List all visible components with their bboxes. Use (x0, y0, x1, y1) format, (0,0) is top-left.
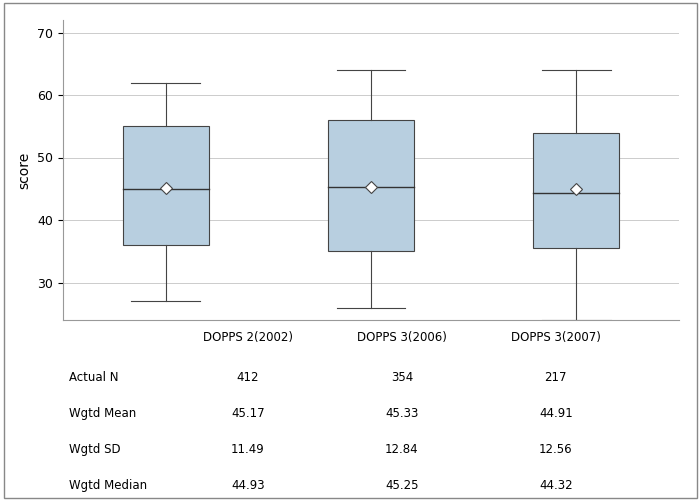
Text: DOPPS 2(2002): DOPPS 2(2002) (203, 332, 293, 344)
Text: Wgtd SD: Wgtd SD (69, 443, 121, 456)
Text: 217: 217 (545, 371, 567, 384)
Text: 45.17: 45.17 (231, 407, 265, 420)
Text: 412: 412 (237, 371, 259, 384)
Bar (122, 126, 209, 245)
Text: 12.84: 12.84 (385, 443, 419, 456)
Text: 11.49: 11.49 (231, 443, 265, 456)
Text: 44.93: 44.93 (231, 479, 265, 492)
Text: Wgtd Mean: Wgtd Mean (69, 407, 136, 420)
Text: 44.91: 44.91 (539, 407, 573, 420)
Text: Actual N: Actual N (69, 371, 119, 384)
Text: 45.25: 45.25 (385, 479, 419, 492)
Text: DOPPS 3(2007): DOPPS 3(2007) (511, 332, 601, 344)
Text: 45.33: 45.33 (385, 407, 419, 420)
Text: DOPPS 3(2006): DOPPS 3(2006) (357, 332, 447, 344)
Text: Wgtd Median: Wgtd Median (69, 479, 147, 492)
Y-axis label: score: score (18, 152, 32, 188)
Text: 44.32: 44.32 (539, 479, 573, 492)
Text: 12.56: 12.56 (539, 443, 573, 456)
Bar (533, 132, 620, 248)
Bar (328, 120, 414, 251)
Text: 354: 354 (391, 371, 413, 384)
